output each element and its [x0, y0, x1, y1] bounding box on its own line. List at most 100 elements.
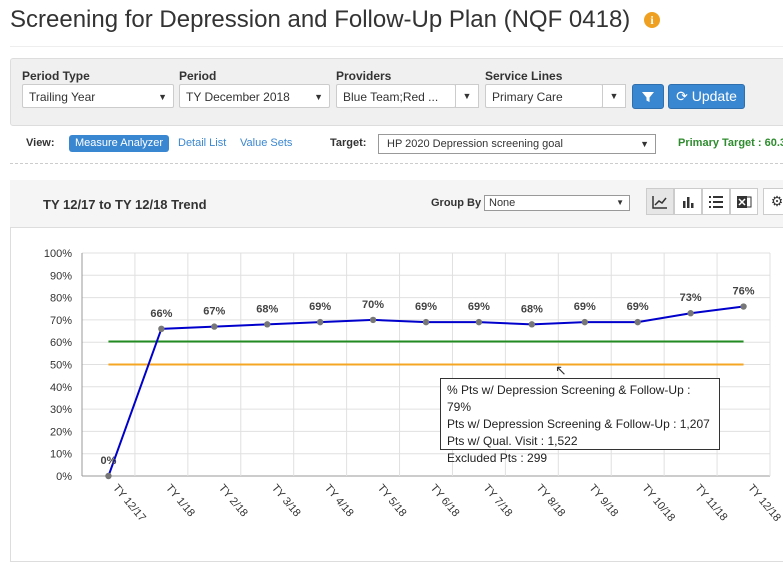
chart-panel [10, 180, 783, 562]
y-tick-label: 40% [50, 382, 72, 394]
tooltip-line-percent: % Pts w/ Depression Screening & Follow-U… [447, 383, 691, 414]
group-by-value: None [489, 197, 516, 209]
data-label: 69% [309, 301, 331, 313]
list-button[interactable] [702, 188, 730, 215]
chevron-down-icon: ▼ [640, 139, 649, 149]
y-tick-label: 100% [44, 248, 72, 260]
y-tick-label: 80% [50, 293, 72, 305]
x-tick-label: TY 3/18 [269, 482, 303, 519]
chevron-down-icon: ▼ [314, 92, 323, 102]
settings-button[interactable]: ⚙ [763, 188, 783, 215]
tooltip-line-qual-visit: Pts w/ Qual. Visit : 1,522 [447, 434, 578, 448]
x-tick-label: TY 9/18 [586, 482, 620, 519]
y-tick-label: 70% [50, 315, 72, 327]
data-label: 68% [256, 303, 278, 315]
trend-chart: 0% 10% 20% 30% 40% 50% 60% 70% 80% 90% 100% 0% 66% 67… [44, 248, 783, 524]
data-point [369, 316, 377, 324]
period-label: Period [179, 69, 217, 83]
filter-icon [642, 92, 654, 103]
line-chart-button[interactable] [646, 188, 674, 215]
data-point [422, 318, 430, 326]
info-icon[interactable]: i [644, 12, 660, 28]
data-label: 70% [362, 299, 384, 311]
data-label: 66% [150, 308, 172, 320]
bar-chart-button[interactable] [674, 188, 702, 215]
data-point [105, 472, 112, 480]
group-by-select[interactable]: None ▼ [484, 195, 630, 211]
chart-tooltip: % Pts w/ Depression Screening & Follow-U… [440, 378, 720, 465]
y-tick-label: 0% [56, 471, 72, 483]
x-tick-label: TY 8/18 [534, 482, 568, 519]
x-tick-label: TY 10/18 [639, 482, 677, 524]
filter-button[interactable] [632, 84, 664, 109]
x-tick-label: TY 5/18 [375, 482, 409, 519]
service-lines-dropdown-toggle[interactable]: ▼ [602, 84, 626, 108]
tooltip-line-screened: Pts w/ Depression Screening & Follow-Up … [447, 417, 710, 431]
period-select[interactable]: TY December 2018 ▼ [179, 84, 330, 108]
refresh-icon: ⟳ [676, 88, 688, 104]
data-label: 69% [468, 301, 490, 313]
excel-export-button[interactable] [730, 188, 758, 215]
x-tick-label: TY 12/18 [745, 482, 783, 524]
title-divider [10, 46, 783, 47]
excel-icon [737, 196, 752, 209]
data-point [581, 318, 588, 326]
mouse-cursor-icon: ↖ [555, 362, 567, 378]
data-point [158, 325, 165, 333]
data-label: 67% [203, 306, 225, 318]
chevron-down-icon: ▼ [616, 198, 624, 207]
list-icon [709, 196, 723, 209]
service-lines-value: Primary Care [492, 90, 563, 104]
y-tick-label: 30% [50, 404, 72, 416]
period-type-select[interactable]: Trailing Year ▼ [22, 84, 174, 108]
data-point [211, 323, 218, 330]
page-title: Screening for Depression and Follow-Up P… [10, 6, 631, 33]
tab-detail-list[interactable]: Detail List [178, 137, 227, 149]
target-value: HP 2020 Depression screening goal [387, 138, 563, 150]
view-divider [10, 163, 783, 164]
x-tick-label: TY 4/18 [322, 482, 356, 519]
tab-measure-analyzer[interactable]: Measure Analyzer [69, 135, 170, 152]
target-select[interactable]: HP 2020 Depression screening goal ▼ [378, 134, 656, 154]
view-label: View: [26, 137, 55, 149]
period-type-label: Period Type [22, 69, 90, 83]
data-label: 69% [574, 301, 596, 313]
chevron-down-icon: ▼ [158, 92, 167, 102]
chart-title: TY 12/17 to TY 12/18 Trend [43, 197, 207, 212]
providers-label: Providers [336, 69, 392, 83]
data-label: 69% [415, 301, 437, 313]
data-label: 0% [101, 455, 117, 467]
y-tick-label: 60% [50, 337, 72, 349]
x-tick-label: TY 2/18 [216, 482, 250, 519]
bar-chart-icon [683, 197, 694, 209]
data-label: 76% [733, 286, 755, 298]
chevron-down-icon: ▼ [462, 91, 472, 101]
tooltip-line-excluded: Excluded Pts : 299 [447, 451, 548, 465]
period-value: TY December 2018 [186, 90, 290, 104]
data-point [475, 318, 483, 326]
data-label: 69% [627, 301, 649, 313]
data-point [528, 321, 536, 328]
data-label: 68% [521, 303, 543, 315]
y-tick-label: 10% [50, 449, 72, 461]
primary-target-text: Primary Target : 60.3 [678, 137, 783, 149]
service-lines-label: Service Lines [485, 69, 563, 83]
data-point [316, 318, 324, 326]
y-tick-label: 50% [50, 360, 72, 372]
data-point [740, 303, 747, 310]
update-label: Update [691, 88, 737, 104]
providers-dropdown-toggle[interactable]: ▼ [455, 84, 479, 108]
target-label: Target: [330, 137, 367, 149]
x-tick-label: TY 7/18 [481, 482, 515, 519]
group-by-label: Group By [431, 197, 482, 209]
x-tick-label: TY 1/18 [163, 482, 197, 519]
y-tick-label: 20% [50, 426, 72, 438]
data-point [264, 321, 271, 328]
x-tick-label: TY 12/17 [110, 482, 148, 524]
tab-value-sets[interactable]: Value Sets [240, 137, 293, 149]
x-tick-label: TY 11/18 [692, 482, 729, 523]
service-lines-select[interactable]: Primary Care [485, 84, 603, 108]
line-chart-icon [652, 196, 667, 210]
update-button[interactable]: ⟳ Update [668, 84, 745, 109]
gear-icon: ⚙ [770, 193, 783, 209]
